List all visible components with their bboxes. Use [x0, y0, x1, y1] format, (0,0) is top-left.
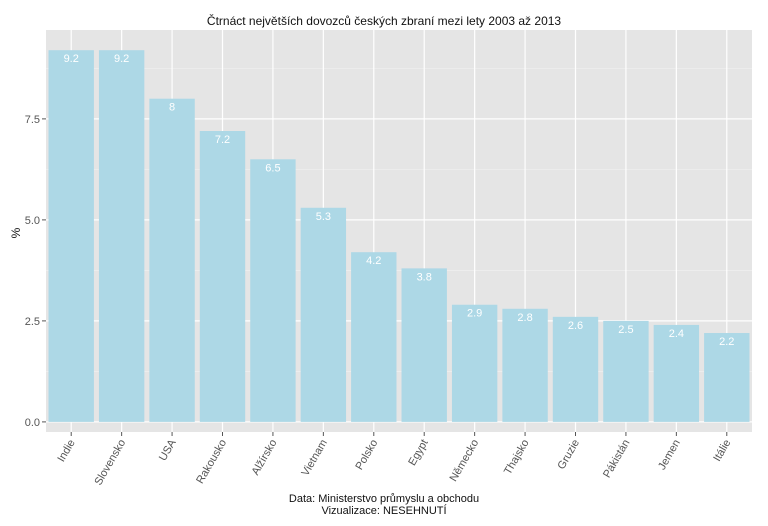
bar	[552, 316, 599, 422]
x-tick-label: Thajsko	[502, 438, 532, 477]
bar	[149, 98, 195, 422]
y-tick-label: 5.0	[25, 215, 40, 227]
bar	[401, 268, 447, 422]
x-tick-label: USA	[157, 437, 179, 463]
x-tick-label: Gruzie	[556, 438, 583, 472]
x-tick-label: Německo	[448, 437, 482, 483]
y-tick-label: 0.0	[25, 417, 40, 429]
bar	[250, 159, 296, 422]
bar	[300, 207, 347, 422]
x-tick-label: Vietnam	[299, 438, 329, 479]
bar	[603, 320, 649, 422]
bar	[704, 333, 750, 422]
bar	[653, 324, 700, 422]
x-tick-label: Itálie	[711, 438, 733, 464]
bar-value-label: 2.2	[719, 336, 734, 348]
bar-value-label: 8	[169, 102, 175, 114]
x-tick-label: Egypt	[406, 438, 430, 468]
y-tick-label: 7.5	[25, 114, 40, 126]
bar-value-label: 5.3	[316, 211, 331, 223]
y-tick-label: 2.5	[25, 316, 40, 328]
bar-value-label: 3.8	[417, 271, 432, 283]
bar-value-label: 9.2	[64, 53, 79, 65]
bar	[451, 304, 498, 422]
bar-value-label: 2.6	[568, 320, 583, 332]
x-tick-label: Alžírsko	[250, 438, 280, 478]
visualization-credit-caption: Vizualizace: NESEHNUTÍ	[321, 505, 447, 517]
data-source-caption: Data: Ministerstvo průmyslu a obchodu	[288, 493, 480, 505]
bar	[98, 50, 145, 422]
x-tick-label: Pákistán	[601, 438, 632, 481]
bar	[199, 131, 246, 422]
x-tick-label: Slovensko	[92, 438, 128, 488]
bar	[351, 252, 397, 422]
bar-value-label: 9.2	[114, 53, 129, 65]
bar-value-label: 2.4	[669, 328, 684, 340]
x-tick-label: Jemen	[656, 438, 683, 473]
bar-value-label: 4.2	[366, 255, 381, 267]
bar-value-label: 2.5	[618, 324, 633, 336]
chart-title: Čtrnáct největších dovozců českých zbran…	[206, 14, 562, 28]
x-tick-label: Rakousko	[194, 438, 229, 486]
bar-value-label: 2.8	[517, 312, 532, 324]
bar-value-label: 2.9	[467, 308, 482, 320]
bar	[48, 50, 94, 422]
bar-value-label: 7.2	[215, 134, 230, 146]
x-tick-label: Polsko	[353, 438, 380, 473]
x-tick-label: Indie	[55, 438, 77, 465]
bar-value-label: 6.5	[265, 162, 280, 174]
bar	[502, 308, 548, 422]
